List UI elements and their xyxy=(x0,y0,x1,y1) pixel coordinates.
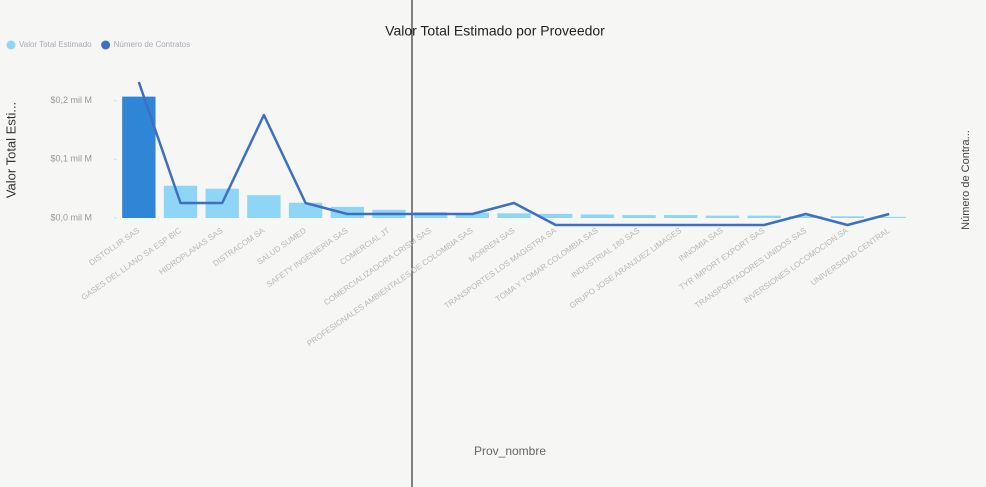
bar xyxy=(664,215,698,218)
y2-axis-title: Número de Contra... xyxy=(960,130,972,230)
line xyxy=(137,81,890,227)
bar xyxy=(580,214,615,218)
bar xyxy=(789,216,823,218)
y-axis-title: Valor Total Esti... xyxy=(3,102,18,198)
bar xyxy=(247,195,281,218)
x-axis-title: Prov_nombre xyxy=(474,444,546,458)
bar xyxy=(705,215,740,218)
bar xyxy=(330,206,364,218)
bar xyxy=(455,212,489,218)
legend-label: Valor Total Estimado xyxy=(19,40,92,49)
y-tick-label: $0,0 mil M xyxy=(50,212,92,222)
bar xyxy=(539,213,573,218)
bar xyxy=(830,216,865,218)
legend-label: Número de Contratos xyxy=(114,40,190,49)
legend-marker xyxy=(101,40,111,50)
bar xyxy=(872,216,906,218)
legend-marker xyxy=(6,40,16,50)
bar xyxy=(497,213,531,218)
bar xyxy=(288,202,323,218)
y-tick-label: $0,1 mil M xyxy=(50,154,92,164)
chart-title: Valor Total Estimado por Proveedor xyxy=(385,23,605,39)
bar xyxy=(622,215,656,218)
bar xyxy=(747,215,781,218)
y-tick-label: $0,2 mil M xyxy=(50,95,92,105)
